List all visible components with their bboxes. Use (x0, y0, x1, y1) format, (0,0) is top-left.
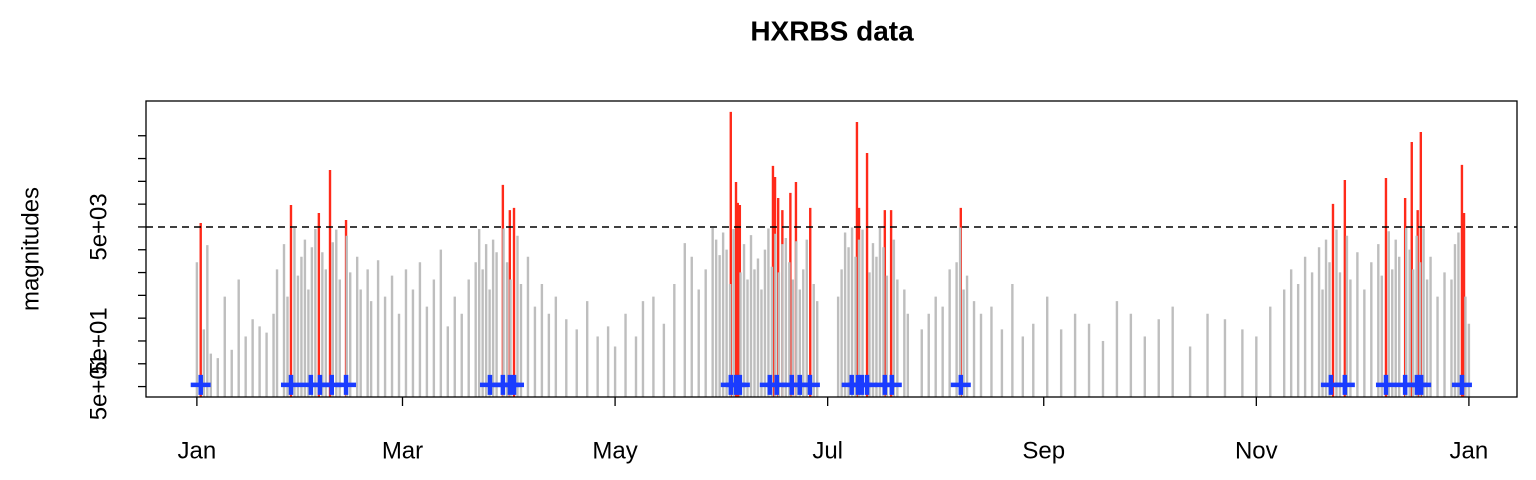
event-marker (336, 374, 357, 395)
event-marker (881, 374, 902, 395)
event-marker (1334, 374, 1355, 395)
event-marker (950, 374, 971, 395)
x-tick-label: Jan (1450, 437, 1489, 464)
x-tick-label: Jul (812, 437, 843, 464)
x-tick-label: Mar (382, 437, 423, 464)
event-marker (190, 374, 211, 395)
event-marker (280, 374, 301, 395)
y-tick-label: 5e+03 (85, 193, 112, 260)
event-marker (504, 374, 525, 395)
x-tick-label: May (592, 437, 637, 464)
y-tick-label: 5e+01 (85, 353, 112, 420)
event-marker (1375, 374, 1396, 395)
y-axis-label: magnitudes (17, 187, 44, 311)
event-marker (799, 374, 820, 395)
x-tick-label: Nov (1235, 437, 1278, 464)
chart-title: HXRBS data (750, 15, 914, 46)
event-marker (729, 374, 750, 395)
event-marker (1411, 374, 1432, 395)
x-tick-label: Jan (178, 437, 217, 464)
x-tick-label: Sep (1022, 437, 1065, 464)
y-tick-label: 5e+01 (85, 307, 112, 374)
plot-frame (145, 100, 1518, 398)
event-marker (1451, 374, 1472, 395)
event-marker (857, 374, 878, 395)
